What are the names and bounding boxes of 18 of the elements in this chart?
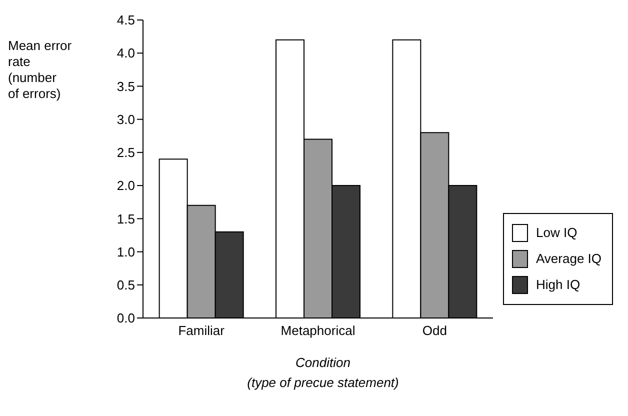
y-tick-label: 4.0 [116, 46, 135, 61]
y-tick-label: 3.5 [116, 78, 135, 94]
y-tick-label: 2.0 [116, 178, 135, 194]
y-tick-label: 1.5 [116, 211, 135, 226]
y-tick-label: 0.0 [116, 310, 135, 326]
x-tick-label: Odd [422, 323, 447, 338]
legend-label: Average IQ [536, 250, 602, 268]
x-tick-label: Metaphorical [280, 323, 356, 338]
legend-label: High IQ [536, 276, 580, 294]
y-tick-label: 0.5 [116, 278, 135, 293]
x-tick-label: Familiar [178, 323, 226, 338]
y-tick-label: 4.5 [116, 12, 135, 28]
y-tick-label: 1.0 [116, 244, 135, 260]
y-tick-label: 3.0 [116, 112, 135, 127]
y-axis-title: Mean error rate (number of errors) [8, 38, 72, 102]
legend-label: Low IQ [536, 224, 578, 242]
x-axis-title: Condition (type of precue statement) [246, 354, 400, 392]
y-tick-label: 2.5 [116, 145, 135, 160]
